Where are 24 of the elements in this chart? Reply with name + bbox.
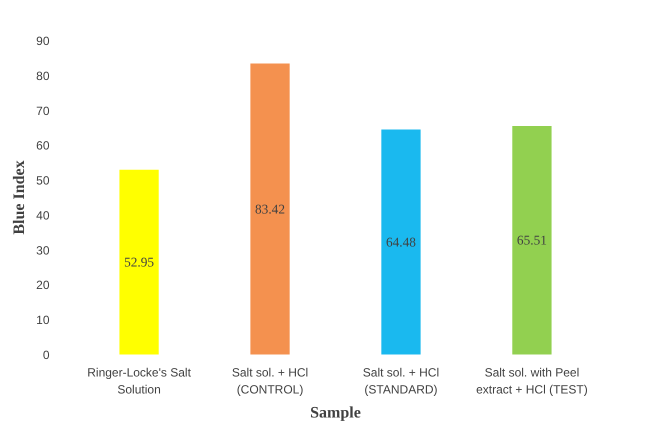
bar	[381, 130, 421, 354]
y-tick-label: 0	[42, 348, 50, 362]
y-tick-label: 90	[36, 34, 50, 48]
y-tick-label: 70	[36, 104, 50, 118]
y-tick-label: 30	[36, 243, 50, 258]
x-tick-label: Salt sol. + HCl (CONTROL)	[232, 366, 308, 396]
x-axis-title: Sample	[310, 404, 361, 422]
data-label: 64.48	[386, 234, 416, 250]
y-tick-label: 60	[36, 138, 50, 153]
bar	[250, 63, 290, 354]
y-tick-label: 40	[36, 208, 50, 222]
bar	[119, 170, 159, 354]
y-axis-title: Blue Index	[11, 160, 28, 235]
y-tick-label: 80	[36, 68, 50, 83]
x-tick-label: Salt sol. + HCl (STANDARD)	[362, 366, 440, 396]
bar	[512, 126, 552, 354]
data-label: 52.95	[124, 254, 154, 270]
y-tick-label: 20	[36, 278, 50, 292]
y-tick-label: 50	[36, 174, 50, 188]
x-tick-label: Ringer-Locke's Salt Solution	[87, 366, 192, 396]
data-label: 83.42	[255, 201, 286, 216]
data-label: 65.51	[516, 232, 547, 248]
x-tick-label: Salt sol. with Peel extract + HCl (TEST)	[476, 366, 588, 396]
y-tick-label: 10	[36, 313, 50, 328]
